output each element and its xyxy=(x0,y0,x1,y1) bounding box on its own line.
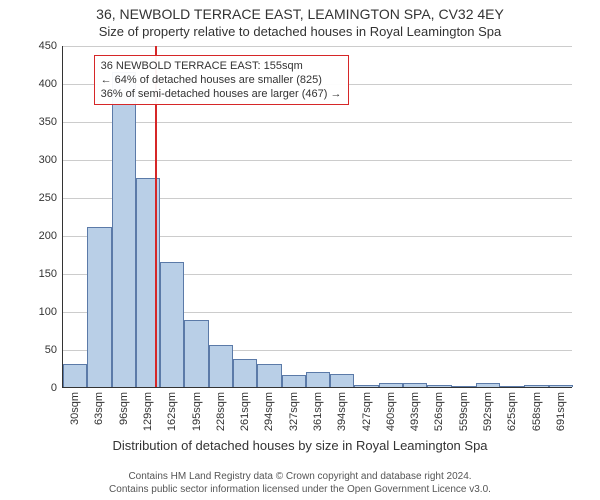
x-tick-label: 691sqm xyxy=(555,392,567,431)
histogram-bar xyxy=(233,359,257,387)
annotation-line: 36% of semi-detached houses are larger (… xyxy=(101,87,342,101)
histogram-bar xyxy=(257,364,281,387)
plot-area: 05010015020025030035040045030sqm63sqm96s… xyxy=(62,46,572,388)
x-tick-label: 394sqm xyxy=(336,392,348,431)
y-tick-label: 50 xyxy=(45,344,63,356)
histogram-bar xyxy=(184,320,208,387)
y-tick-label: 100 xyxy=(39,306,63,318)
x-tick-label: 526sqm xyxy=(433,392,445,431)
x-tick-label: 327sqm xyxy=(288,392,300,431)
y-tick-label: 450 xyxy=(39,40,63,52)
y-tick-label: 0 xyxy=(51,382,63,394)
histogram-bar xyxy=(282,375,306,387)
y-tick-label: 150 xyxy=(39,268,63,280)
y-tick-label: 250 xyxy=(39,192,63,204)
histogram-bar xyxy=(403,383,427,387)
x-tick-label: 96sqm xyxy=(118,392,130,425)
x-tick-label: 658sqm xyxy=(531,392,543,431)
x-tick-label: 361sqm xyxy=(312,392,324,431)
y-tick-label: 200 xyxy=(39,230,63,242)
gridline xyxy=(63,122,572,123)
chart-figure: 36, NEWBOLD TERRACE EAST, LEAMINGTON SPA… xyxy=(0,0,600,500)
histogram-bar xyxy=(63,364,87,387)
y-tick-label: 300 xyxy=(39,154,63,166)
chart-title-line1: 36, NEWBOLD TERRACE EAST, LEAMINGTON SPA… xyxy=(0,6,600,22)
x-tick-label: 493sqm xyxy=(409,392,421,431)
histogram-bar xyxy=(160,262,184,387)
x-tick-label: 195sqm xyxy=(191,392,203,431)
annotation-line: 36 NEWBOLD TERRACE EAST: 155sqm xyxy=(101,59,342,73)
histogram-bar xyxy=(354,385,378,387)
histogram-bar xyxy=(427,385,451,387)
histogram-bar xyxy=(379,383,403,387)
copyright-line1: Contains HM Land Registry data © Crown c… xyxy=(0,470,600,483)
x-tick-label: 460sqm xyxy=(385,392,397,431)
annotation-line: ← 64% of detached houses are smaller (82… xyxy=(101,73,342,87)
chart-title-line2: Size of property relative to detached ho… xyxy=(0,24,600,39)
histogram-bar xyxy=(500,386,524,387)
y-tick-label: 350 xyxy=(39,116,63,128)
y-tick-label: 400 xyxy=(39,78,63,90)
histogram-bar xyxy=(306,372,330,387)
gridline xyxy=(63,46,572,47)
x-tick-label: 30sqm xyxy=(69,392,81,425)
x-tick-label: 625sqm xyxy=(506,392,518,431)
histogram-bar xyxy=(452,386,476,387)
x-tick-label: 261sqm xyxy=(239,392,251,431)
x-tick-label: 63sqm xyxy=(93,392,105,425)
histogram-bar xyxy=(476,383,500,387)
histogram-bar xyxy=(549,385,573,387)
x-tick-label: 592sqm xyxy=(482,392,494,431)
x-tick-label: 294sqm xyxy=(263,392,275,431)
x-tick-label: 427sqm xyxy=(361,392,373,431)
x-tick-label: 559sqm xyxy=(458,392,470,431)
copyright-notice: Contains HM Land Registry data © Crown c… xyxy=(0,470,600,496)
histogram-bar xyxy=(330,374,354,387)
x-tick-label: 162sqm xyxy=(166,392,178,431)
x-tick-label: 228sqm xyxy=(215,392,227,431)
histogram-bar xyxy=(87,227,111,387)
histogram-bar xyxy=(209,345,233,387)
annotation-box: 36 NEWBOLD TERRACE EAST: 155sqm← 64% of … xyxy=(94,55,349,106)
copyright-line2: Contains public sector information licen… xyxy=(0,483,600,496)
x-tick-label: 129sqm xyxy=(142,392,154,431)
gridline xyxy=(63,160,572,161)
histogram-bar xyxy=(524,385,548,387)
x-axis-label: Distribution of detached houses by size … xyxy=(0,438,600,453)
histogram-bar xyxy=(112,72,136,387)
